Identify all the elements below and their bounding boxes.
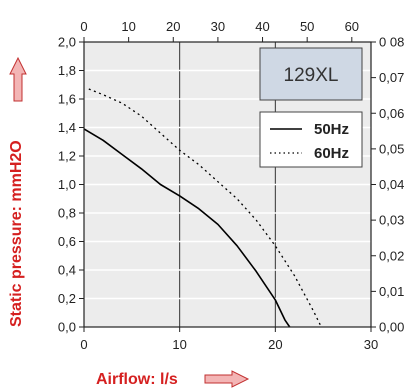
x-top-ticks: 0 10 20 30 40 50 60 xyxy=(80,19,359,42)
y-axis-title: Static pressure: mmH2O xyxy=(8,140,25,327)
x-top-tick-label: 0 xyxy=(80,19,87,34)
y-left-tick-label: 1,2 xyxy=(58,149,76,164)
x-bottom-tick-label: 30 xyxy=(364,337,378,352)
y-left-tick-label: 0,6 xyxy=(58,234,76,249)
y-right-tick-label: 0,00 xyxy=(379,320,404,335)
y-right-tick-label: 0,07 xyxy=(379,70,404,85)
legend-box xyxy=(259,111,363,168)
y-left-tick-label: 0,0 xyxy=(58,320,76,335)
x-top-tick-label: 50 xyxy=(300,19,314,34)
y-right-tick-label: 0,04 xyxy=(379,177,404,192)
series-line-50hz xyxy=(83,128,291,328)
x-top-tick-label: 30 xyxy=(211,19,225,34)
y-right-ticks: 0,00 0,01 0,02 0,03 0,04 0,05 0,06 0,07 0 08 xyxy=(371,35,404,335)
y-left-tick-label: 1,8 xyxy=(58,63,76,78)
x-top-tick-label: 40 xyxy=(255,19,269,34)
y-right-tick-label: 0 08 xyxy=(379,35,404,50)
x-top-tick-label: 20 xyxy=(166,19,180,34)
y-right-tick-label: 0,01 xyxy=(379,284,404,299)
series-line-60hz xyxy=(88,88,322,328)
y-left-tick-label: 0,2 xyxy=(58,291,76,306)
legend-label-60hz: 60Hz xyxy=(314,145,349,162)
x-bottom-tick-label: 0 xyxy=(80,337,87,352)
x-axis-arrow-icon xyxy=(204,370,250,388)
plot-frame xyxy=(83,41,372,328)
y-left-tick-label: 1,4 xyxy=(58,120,76,135)
x-top-tick-label: 60 xyxy=(345,19,359,34)
y-right-tick-label: 0,03 xyxy=(379,213,404,228)
legend-label-50hz: 50Hz xyxy=(314,121,349,138)
y-left-tick-label: 0,8 xyxy=(58,206,76,221)
x-bottom-tick-label: 20 xyxy=(268,337,282,352)
y-right-tick-label: 0,06 xyxy=(379,106,404,121)
x-top-tick-label: 10 xyxy=(121,19,135,34)
y-right-tick-label: 0,05 xyxy=(379,141,404,156)
model-label-box xyxy=(259,47,363,101)
y-left-tick-label: 1,6 xyxy=(58,92,76,107)
x-bottom-tick-label: 10 xyxy=(172,337,186,352)
model-label: 129XL xyxy=(284,65,339,86)
x-axis-title: Airflow: l/s xyxy=(96,371,178,388)
y-right-tick-label: 0,02 xyxy=(379,248,404,263)
y-axis-arrow-icon xyxy=(9,56,27,102)
y-left-tick-label: 2,0 xyxy=(58,35,76,50)
x-bottom-ticks: 0 10 20 30 xyxy=(80,327,378,352)
y-left-tick-label: 1,0 xyxy=(58,177,76,192)
y-left-ticks: 0,0 0,2 0,4 0,6 0,8 1,0 1,2 1,4 1,6 1,8 2,0 xyxy=(58,35,84,335)
series-lines xyxy=(83,88,322,328)
y-left-tick-label: 0,4 xyxy=(58,263,76,278)
